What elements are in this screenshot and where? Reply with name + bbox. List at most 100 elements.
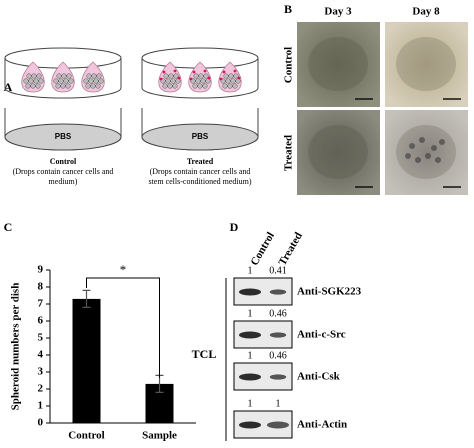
cell xyxy=(98,78,104,84)
factor xyxy=(222,70,226,74)
y-tick-label: 3 xyxy=(38,366,44,378)
ratio-label: 1 xyxy=(248,350,253,361)
ratio-label: 1 xyxy=(248,265,253,276)
y-tick-label: 9 xyxy=(38,264,44,276)
factor xyxy=(203,69,207,73)
antibody-label: Anti-c-Src xyxy=(297,329,346,341)
cell xyxy=(230,78,236,84)
cell xyxy=(200,78,206,84)
cell xyxy=(222,83,228,89)
label: Treated xyxy=(187,157,214,166)
cell xyxy=(195,78,201,84)
lane-header: Control xyxy=(248,230,277,268)
label: (Drops contain cancer cells and xyxy=(13,167,114,176)
cell xyxy=(205,78,211,84)
cell xyxy=(193,73,199,79)
band xyxy=(269,332,287,338)
spheroid xyxy=(396,37,456,91)
error-bar xyxy=(82,289,91,308)
band xyxy=(269,289,287,295)
cell xyxy=(61,73,67,79)
cell xyxy=(198,73,204,79)
cell xyxy=(63,78,69,84)
factor xyxy=(192,70,196,74)
cell xyxy=(30,83,36,89)
antibody-label: Anti-Csk xyxy=(297,371,341,383)
group-label: TCL xyxy=(192,347,217,361)
y-axis-title: Spheroid numbers per dish xyxy=(10,283,22,411)
micrograph xyxy=(297,110,380,195)
cell xyxy=(65,83,71,89)
x-tick-label: Control xyxy=(68,430,104,442)
cell xyxy=(38,78,44,84)
cell xyxy=(53,78,59,84)
cell xyxy=(167,83,173,89)
panel-label: B xyxy=(284,2,292,16)
y-tick-label: 1 xyxy=(38,400,44,412)
cell-cluster xyxy=(435,157,441,163)
y-tick-label: 4 xyxy=(38,349,44,361)
label: (Drops contain cancer cells and xyxy=(150,167,251,176)
dish-lid xyxy=(141,58,259,99)
cell-cluster xyxy=(425,153,431,159)
y-tick-label: 2 xyxy=(38,383,44,395)
factor xyxy=(237,76,241,80)
cell xyxy=(203,73,209,79)
bar xyxy=(72,298,101,423)
band xyxy=(239,288,261,296)
label: medium) xyxy=(49,177,78,186)
ratio-label: 0.46 xyxy=(269,350,287,361)
cell xyxy=(68,78,74,84)
band xyxy=(239,421,261,429)
micrograph xyxy=(297,22,380,107)
factor xyxy=(219,77,223,81)
antibody-label: Anti-Actin xyxy=(297,419,347,431)
cell xyxy=(66,73,72,79)
significance-mark: * xyxy=(120,262,127,277)
ratio-label: 0.46 xyxy=(269,308,287,319)
ratio-label: 0.41 xyxy=(269,265,287,276)
factor xyxy=(177,76,181,80)
petri-dish xyxy=(4,47,122,151)
cell xyxy=(192,83,198,89)
band xyxy=(239,331,261,339)
cell xyxy=(228,73,234,79)
cell-cluster xyxy=(405,153,411,159)
y-tick-label: 8 xyxy=(38,281,44,293)
cell xyxy=(235,78,241,84)
cell xyxy=(223,73,229,79)
cell xyxy=(83,78,89,84)
cell xyxy=(96,73,102,79)
lane-header: Treated xyxy=(276,230,305,267)
cell xyxy=(163,73,169,79)
cell-cluster xyxy=(415,157,421,163)
ratio-label: 1 xyxy=(248,398,253,409)
y-tick-label: 5 xyxy=(38,332,44,344)
cell xyxy=(33,78,39,84)
cell xyxy=(28,78,34,84)
panel-label: C xyxy=(4,220,13,234)
cell xyxy=(60,83,66,89)
cell xyxy=(23,78,29,84)
micrograph xyxy=(385,110,468,195)
cell-cluster xyxy=(419,137,425,143)
cell xyxy=(95,83,101,89)
cell xyxy=(56,73,62,79)
micrograph xyxy=(385,22,468,107)
label: stem cells-conditioned medium) xyxy=(148,177,251,186)
spheroid xyxy=(308,37,368,91)
x-tick-label: Sample xyxy=(142,430,177,442)
label: PBS xyxy=(55,132,72,141)
cell xyxy=(36,73,42,79)
cell xyxy=(227,83,233,89)
ratio-label: 1 xyxy=(276,398,281,409)
significance-bracket xyxy=(86,277,160,378)
y-tick-label: 7 xyxy=(38,298,44,310)
cell-cluster xyxy=(439,139,445,145)
cell xyxy=(162,83,168,89)
factor xyxy=(189,77,193,81)
label: PBS xyxy=(192,132,209,141)
panel-label: A xyxy=(4,80,13,94)
factor xyxy=(233,69,237,73)
